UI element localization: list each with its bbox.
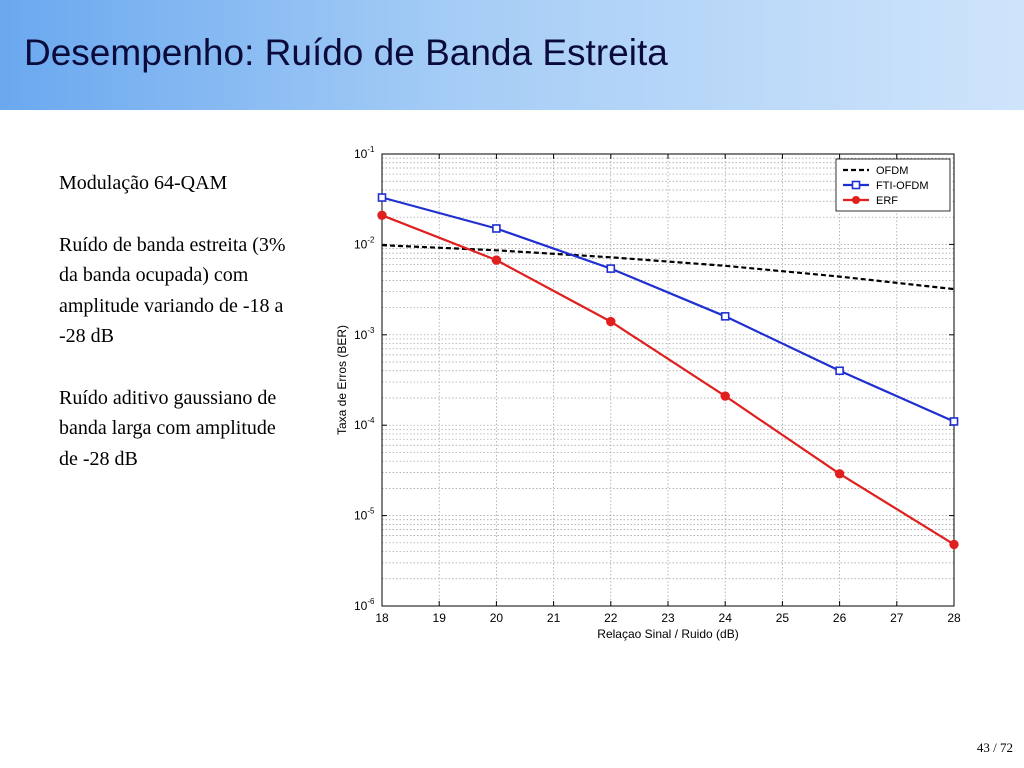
x-axis-label: Relaçao Sinal / Ruido (dB) bbox=[597, 627, 738, 641]
legend: OFDM FTI-OFDM ERF bbox=[835, 158, 951, 212]
legend-label-erf: ERF bbox=[876, 195, 898, 207]
data-point-fti-ofdm bbox=[377, 193, 387, 202]
data-point-erf bbox=[834, 469, 845, 479]
data-point-fti-ofdm bbox=[949, 417, 959, 426]
slide-title: Desempenho: Ruído de Banda Estreita bbox=[24, 32, 668, 73]
x-tick-label: 21 bbox=[547, 611, 561, 625]
x-tick-label: 27 bbox=[890, 611, 904, 625]
legend-marker-erf bbox=[852, 196, 860, 204]
y-tick-label: 10-5 bbox=[354, 507, 375, 523]
slide-header: Desempenho: Ruído de Banda Estreita bbox=[0, 0, 1024, 110]
x-tick-label: 20 bbox=[490, 611, 504, 625]
data-point-fti-ofdm bbox=[835, 366, 844, 376]
x-tick-label: 24 bbox=[719, 611, 733, 625]
x-tick-label: 19 bbox=[433, 611, 447, 625]
data-point-erf bbox=[606, 316, 616, 327]
x-tick-label: 25 bbox=[776, 611, 790, 625]
data-point-erf bbox=[949, 539, 959, 550]
x-tick-label: 23 bbox=[661, 611, 675, 625]
data-point-erf bbox=[720, 391, 730, 401]
y-tick-label: 10-6 bbox=[354, 597, 375, 613]
legend-marker-fti-ofdm bbox=[851, 180, 861, 190]
legend-label-ofdm: OFDM bbox=[876, 165, 908, 177]
x-tick-label: 22 bbox=[604, 611, 618, 625]
x-tick-label: 28 bbox=[947, 611, 961, 625]
bullet-narrowband-noise: Ruído de banda estreita (3% da banda ocu… bbox=[59, 233, 286, 348]
y-tick-label: 10-4 bbox=[354, 416, 375, 432]
data-point-erf bbox=[377, 210, 387, 220]
legend-label-fti-ofdm: FTI-OFDM bbox=[876, 180, 929, 192]
y-tick-label: 10-1 bbox=[354, 145, 375, 161]
data-point-erf bbox=[491, 255, 502, 265]
y-tick-label: 10-3 bbox=[354, 326, 375, 342]
bullet-list: Modulação 64-QAM Ruído de banda estreita… bbox=[59, 168, 289, 505]
data-point-fti-ofdm bbox=[720, 312, 730, 321]
series-line-fti-ofdm bbox=[381, 196, 955, 423]
data-point-fti-ofdm bbox=[606, 264, 616, 273]
bullet-gaussian-noise: Ruído aditivo gaussiano de banda larga c… bbox=[59, 386, 277, 470]
x-tick-label: 18 bbox=[375, 611, 389, 625]
bullet-modulation: Modulação 64-QAM bbox=[59, 172, 228, 194]
y-tick-label: 10-2 bbox=[354, 235, 375, 251]
page-number: 43 / 72 bbox=[976, 740, 1013, 755]
ber-chart: 18 19 20 21 22 23 24 25 26 27 28 10-1 10-2 10-3 10-4 10… bbox=[335, 145, 961, 641]
x-tick-label: 26 bbox=[833, 611, 847, 625]
y-axis-label: Taxa de Erros (BER) bbox=[335, 325, 349, 435]
data-point-fti-ofdm bbox=[492, 224, 501, 233]
series-line-erf bbox=[381, 214, 955, 546]
